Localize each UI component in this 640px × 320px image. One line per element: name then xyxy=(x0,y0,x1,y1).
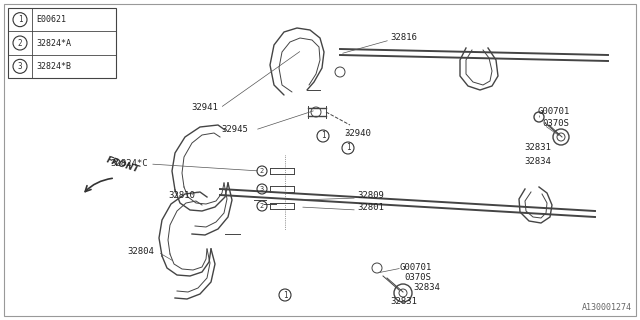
Text: E00621: E00621 xyxy=(36,15,66,24)
Text: A130001274: A130001274 xyxy=(582,303,632,312)
Text: 32816: 32816 xyxy=(390,34,417,43)
Text: 2: 2 xyxy=(18,38,22,47)
Text: 32834: 32834 xyxy=(524,157,551,166)
Bar xyxy=(8,8,116,78)
Text: 2: 2 xyxy=(260,203,264,209)
Text: 1: 1 xyxy=(283,291,287,300)
Text: 32809: 32809 xyxy=(357,191,384,201)
Text: 32824*A: 32824*A xyxy=(36,38,71,47)
Text: 32824*B: 32824*B xyxy=(36,62,71,71)
Text: FRONT: FRONT xyxy=(105,155,140,174)
Text: 32834: 32834 xyxy=(413,284,440,292)
Text: 0370S: 0370S xyxy=(404,274,431,283)
Text: G00701: G00701 xyxy=(400,263,432,273)
Text: 32940: 32940 xyxy=(344,130,371,139)
Text: 1: 1 xyxy=(346,143,350,153)
Text: 32945: 32945 xyxy=(221,125,248,134)
Text: 32831: 32831 xyxy=(524,143,551,153)
Text: 0370S: 0370S xyxy=(542,119,569,129)
Text: 1: 1 xyxy=(18,15,22,24)
Text: 32831: 32831 xyxy=(390,298,417,307)
Text: 32801: 32801 xyxy=(357,204,384,212)
Text: 32941: 32941 xyxy=(191,103,218,113)
Text: 1: 1 xyxy=(321,132,325,140)
Text: 32810: 32810 xyxy=(168,190,195,199)
Text: G00701: G00701 xyxy=(538,108,570,116)
Text: 32824*C: 32824*C xyxy=(110,159,148,169)
Text: 2: 2 xyxy=(260,168,264,174)
Text: 3: 3 xyxy=(260,186,264,192)
Text: 32804: 32804 xyxy=(127,247,154,257)
Text: 3: 3 xyxy=(18,62,22,71)
